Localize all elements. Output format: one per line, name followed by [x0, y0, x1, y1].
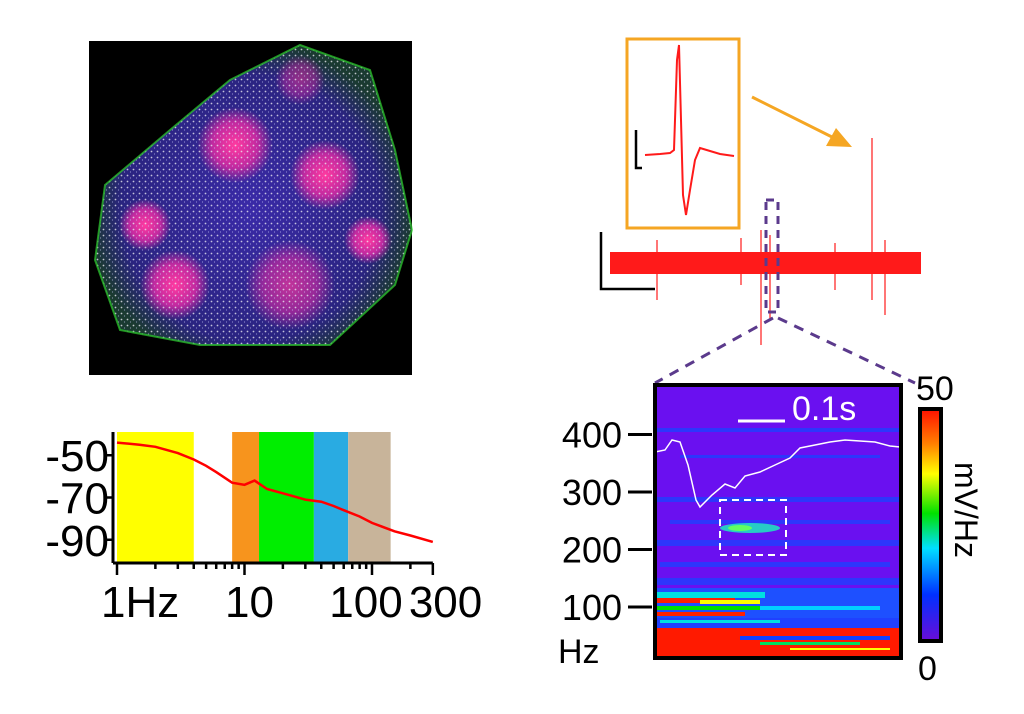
psd-chart: 1Hz 10 100 300 -50-70-90 [45, 432, 482, 627]
colorbar-max: 50 [916, 370, 954, 408]
frequency-band-4 [348, 432, 391, 563]
y-tick-label: 300 [562, 472, 622, 513]
lfp-overlay-trace [655, 439, 901, 509]
colorbar-min: 0 [918, 650, 937, 688]
colorbar [918, 407, 943, 643]
spike-lines [656, 138, 886, 345]
trace-scale-bar [599, 232, 655, 291]
y-tick-label: -70 [45, 475, 109, 524]
y-tick-label: 100 [562, 587, 622, 628]
y-tick-label: 400 [562, 415, 622, 456]
microscopy-image [89, 41, 414, 375]
y-tick-label: -50 [45, 432, 109, 481]
trace-panel [599, 37, 921, 385]
spectrogram: 0.1s 400 300 200 100 Hz 50 0 mV/Hz [558, 370, 984, 688]
inset-spike-trace [644, 44, 735, 216]
x-tick-label: 100 [329, 578, 402, 627]
y-tick-label: -90 [45, 517, 109, 566]
inset-box [625, 37, 741, 230]
frequency-band-3 [313, 432, 349, 563]
frequency-band-0 [117, 432, 194, 563]
colorbar-label: mV/Hz [948, 462, 984, 558]
psd-line [116, 441, 434, 544]
x-tick-label: 1Hz [101, 578, 179, 627]
y-axis-label: Hz [558, 633, 600, 671]
x-tick-label: 10 [225, 578, 274, 627]
inset-scale-bar [634, 130, 642, 170]
frequency-band-2 [259, 432, 314, 563]
arrow-icon [751, 95, 852, 147]
y-tick-label: 200 [562, 530, 622, 571]
zoom-marker [764, 198, 780, 314]
frequency-band-1 [232, 432, 260, 563]
time-scale-label: 0.1s [792, 390, 856, 428]
x-tick-label: 300 [409, 578, 482, 627]
